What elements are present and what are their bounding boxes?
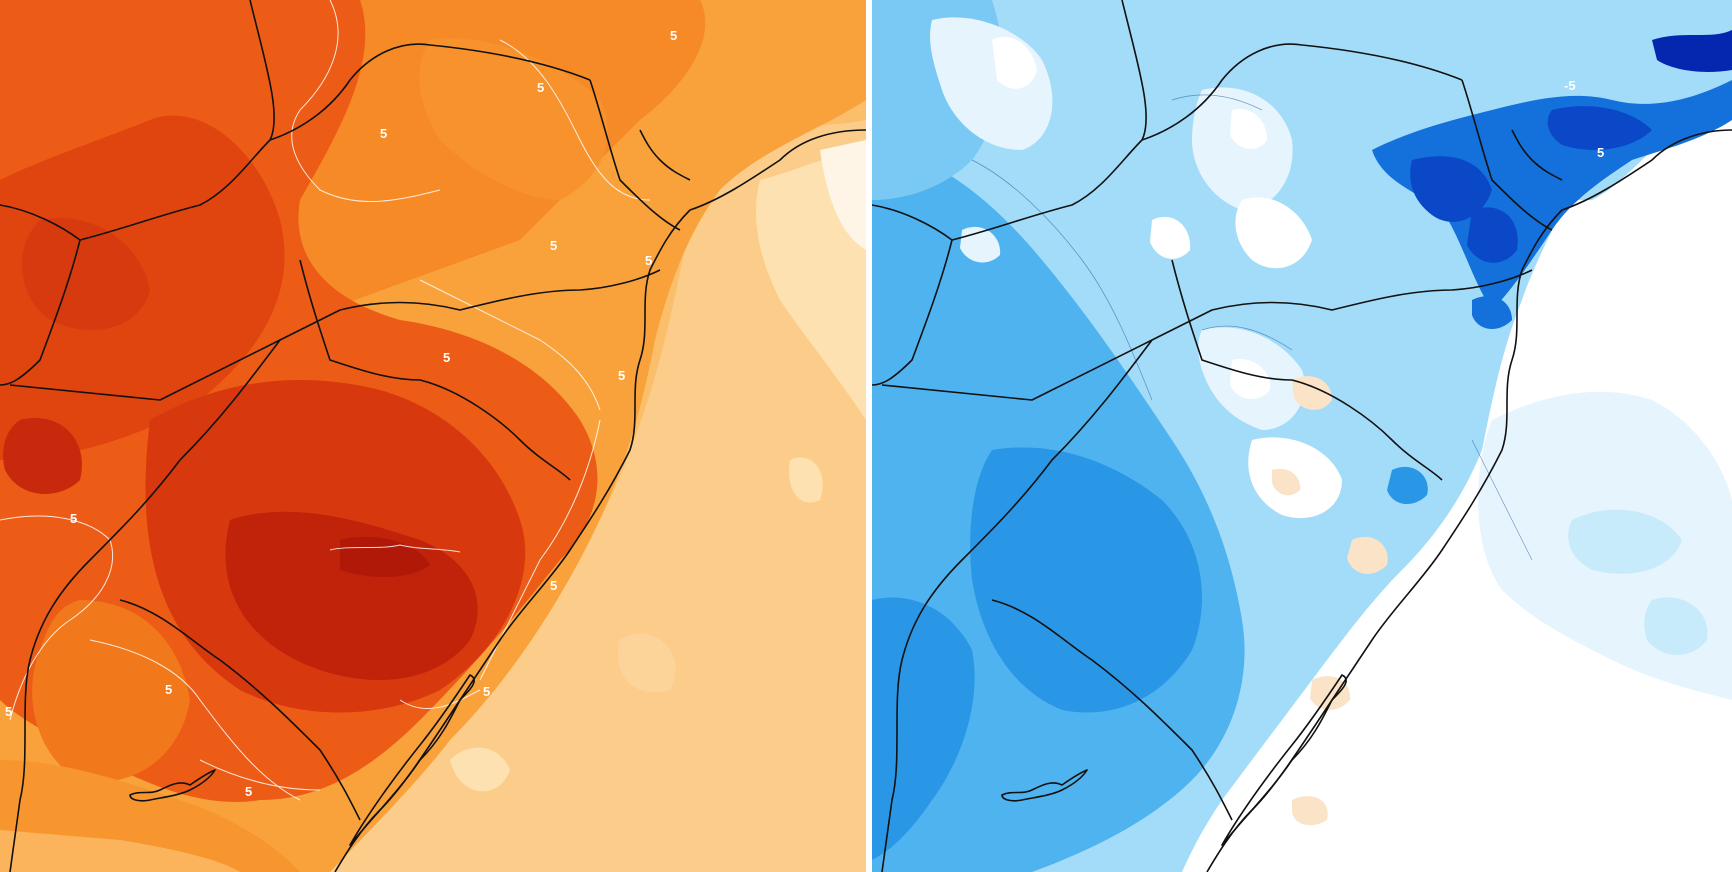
contour-label: 5 <box>245 784 252 799</box>
cool-contour-labels: -5 5 <box>1564 78 1604 160</box>
warm-borders <box>0 0 866 872</box>
warm-contour-labels: 5 5 5 5 5 5 5 5 5 5 5 5 <box>70 28 677 799</box>
contour-label: 5 <box>443 350 450 365</box>
contour-label: 5 <box>550 238 557 253</box>
contour-label: 5 <box>70 511 77 526</box>
contour-label: 5 <box>670 28 677 43</box>
map-panel-warm: 5 5 5 5 5 5 5 5 5 5 5 5 5 <box>0 0 866 872</box>
contour-label: 5 <box>1597 145 1604 160</box>
cool-field-map: -5 5 <box>872 0 1732 872</box>
contour-label: 5 <box>483 684 490 699</box>
contour-label: 5 <box>550 578 557 593</box>
cool-borders <box>872 0 1732 872</box>
contour-label: 5 <box>165 682 172 697</box>
contour-label: 5 <box>380 126 387 141</box>
contour-label: 5 <box>5 704 12 719</box>
contour-label: -5 <box>1564 78 1576 93</box>
contour-label: 5 <box>618 368 625 383</box>
warm-ocean-light <box>330 120 866 872</box>
panel-divider <box>866 0 872 872</box>
cool-contour-lines <box>971 94 1533 561</box>
map-panel-cool: -5 5 <box>872 0 1732 872</box>
warm-ocean-white <box>820 140 866 250</box>
contour-label: 5 <box>645 253 652 268</box>
contour-label: 5 <box>537 80 544 95</box>
warm-field-map: 5 5 5 5 5 5 5 5 5 5 5 5 5 <box>0 0 866 872</box>
